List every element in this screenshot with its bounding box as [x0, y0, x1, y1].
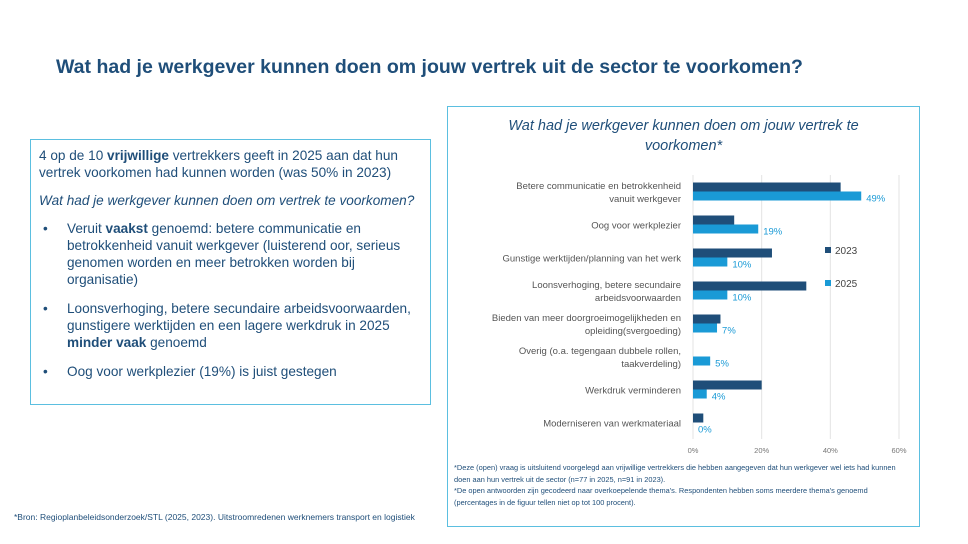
bar-2025 — [693, 323, 718, 333]
category-label: vanuit werkgever — [609, 194, 681, 205]
data-label-2025: 5% — [715, 359, 729, 370]
category-label: Moderniseren van werkmateriaal — [543, 419, 681, 430]
bullet-list: Veruit vaakst genoemd: betere communicat… — [39, 220, 422, 380]
legend-label-2023: 2023 — [835, 246, 858, 257]
bar-2025 — [693, 257, 728, 267]
bar-chart: 0% 20% 40% 60% Betere communicatie en betrok… — [492, 175, 907, 455]
question-text: Wat had je werkgever kunnen doen om vert… — [39, 193, 415, 208]
b2-bold: minder vaak — [67, 335, 147, 350]
category-label: Werkdruk verminderen — [585, 386, 681, 397]
x-tick-label: 60% — [891, 446, 906, 455]
data-label-2025: 49% — [866, 194, 886, 205]
bar-2023 — [693, 314, 721, 324]
x-tick-label: 0% — [688, 446, 699, 455]
intro-text: 4 op de 10 vrijwillige vertrekkers geeft… — [39, 147, 422, 181]
legend-label-2025: 2025 — [835, 279, 858, 290]
b1-pre: Veruit — [67, 221, 106, 236]
category-label: Overig (o.a. tegengaan dubbele rollen, — [519, 346, 681, 357]
category-label: Bieden van meer doorgroeimogelijkheden e… — [492, 313, 681, 324]
b2-pre: Loonsverhoging, betere secundaire arbeid… — [67, 301, 411, 333]
intro-bold: vrijwillige — [107, 148, 169, 163]
bar-2025 — [693, 290, 728, 300]
b2-post: genoemd — [146, 335, 207, 350]
bullet-1: Veruit vaakst genoemd: betere communicat… — [39, 220, 422, 288]
bar-2023 — [693, 380, 762, 390]
bar-2025 — [693, 224, 759, 234]
data-label-2025: 0% — [698, 425, 712, 436]
source-text: *Bron: Regioplanbeleidsonderzoek/STL (20… — [14, 512, 415, 522]
x-tick-label: 20% — [754, 446, 769, 455]
bar-2023 — [693, 413, 704, 423]
data-label-2025: 19% — [763, 227, 783, 238]
x-tick-label: 40% — [823, 446, 838, 455]
chart-title: Wat had je werkgever kunnen doen om jouw… — [508, 118, 859, 154]
intro-pre: 4 op de 10 — [39, 148, 108, 163]
intro-post: vertrekkers geeft in 2025 aan dat hun ve… — [39, 148, 398, 180]
bar-2023 — [693, 182, 841, 192]
category-label: opleiding(svergoeding) — [585, 326, 681, 337]
legend-swatch-2023 — [825, 247, 831, 253]
category-label: Gunstige werktijden/planning van het wer… — [503, 254, 682, 265]
category-label: arbeidsvoorwaarden — [595, 293, 681, 304]
b1-post: genoemd: betere communicatie en betrokke… — [67, 221, 401, 287]
legend-swatch-2025 — [825, 280, 831, 286]
bar-2023 — [693, 281, 807, 291]
page-title: Wat had je werkgever kunnen doen om jouw… — [56, 56, 803, 78]
footnote-1: *Deze (open) vraag is uitsluitend voorge… — [454, 463, 896, 484]
data-label-2025: 7% — [722, 326, 736, 337]
footnote-2: *De open antwoorden zijn gecodeerd naar … — [454, 486, 868, 507]
category-label: Loonsverhoging, betere secundaire — [532, 280, 681, 291]
chart-box: Wat had je werkgever kunnen doen om jouw… — [447, 106, 920, 527]
bar-2025 — [693, 356, 711, 366]
summary-box: 4 op de 10 vrijwillige vertrekkers geeft… — [30, 139, 431, 405]
category-label: Betere communicatie en betrokkenheid — [516, 181, 681, 192]
bar-2025 — [693, 191, 862, 201]
b1-bold: vaakst — [105, 221, 148, 236]
data-label-2025: 10% — [732, 260, 752, 271]
footnotes: *Deze (open) vraag is uitsluitend voorge… — [454, 462, 909, 508]
category-label: Oog voor werkplezier — [591, 221, 681, 232]
bar-2023 — [693, 248, 772, 258]
bullet-2: Loonsverhoging, betere secundaire arbeid… — [39, 300, 422, 351]
bullet-3: Oog voor werkplezier (19%) is juist gest… — [39, 363, 422, 380]
category-label: taakverdeling) — [621, 359, 681, 370]
bar-2023 — [693, 215, 735, 225]
data-label-2025: 4% — [712, 392, 726, 403]
data-label-2025: 10% — [732, 293, 752, 304]
bar-2025 — [693, 389, 707, 399]
